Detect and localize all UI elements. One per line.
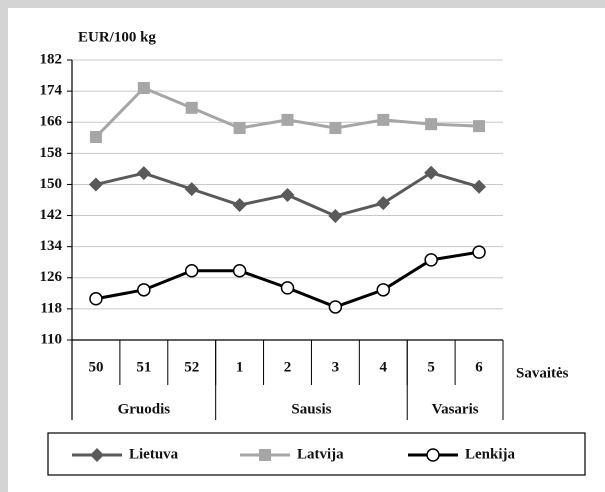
frame-left: [0, 0, 8, 492]
frame-top: [0, 0, 605, 8]
data-point: [280, 281, 295, 295]
data-point: [473, 120, 486, 133]
x-tick-label: 5: [427, 359, 435, 375]
x-tick-label: 6: [475, 359, 483, 375]
data-point: [425, 118, 438, 131]
y-axis-label: EUR/100 kg: [78, 29, 156, 45]
y-tick-label: 142: [40, 207, 63, 223]
data-point: [472, 179, 487, 194]
data-point: [89, 131, 102, 143]
x-tick-label: 4: [380, 359, 388, 375]
group-label: Gruodis: [118, 401, 171, 417]
data-point: [376, 283, 391, 297]
data-point: [424, 165, 439, 180]
legend-marker: [426, 448, 440, 462]
data-point: [184, 182, 199, 197]
legend-label: Lietuva: [129, 446, 179, 462]
data-point: [472, 245, 486, 259]
data-point: [88, 177, 103, 192]
data-point: [232, 198, 247, 213]
data-point: [281, 113, 294, 126]
y-tick-label: 182: [40, 51, 63, 67]
data-point: [328, 300, 343, 314]
data-point: [232, 264, 247, 278]
group-label: Vasaris: [432, 401, 479, 417]
data-point: [137, 283, 151, 297]
data-point: [280, 187, 295, 202]
y-tick-label: 166: [40, 114, 63, 130]
legend-label: Latvija: [297, 446, 344, 462]
x-tick-label: 1: [236, 359, 244, 375]
data-point: [376, 196, 391, 211]
data-point: [89, 292, 103, 306]
data-point: [184, 264, 199, 278]
x-tick-label: 50: [88, 359, 103, 375]
data-point: [424, 253, 438, 267]
data-point: [329, 122, 342, 135]
group-label: Sausis: [291, 401, 331, 417]
data-point: [136, 166, 151, 181]
y-tick-label: 126: [40, 269, 63, 285]
x-tick-label: 52: [184, 359, 199, 375]
y-tick-label: 174: [40, 83, 63, 99]
data-point: [233, 122, 246, 135]
legend-marker: [90, 448, 104, 462]
y-tick-label: 110: [40, 331, 62, 347]
y-tick-label: 134: [40, 238, 63, 254]
legend-box: [47, 432, 586, 476]
legend-label: Lenkija: [465, 446, 516, 462]
y-tick-label: 150: [40, 176, 63, 192]
legend-marker: [259, 449, 271, 461]
x-tick-label: 51: [136, 359, 151, 375]
x-tick-label: 2: [284, 359, 292, 375]
x-tick-label: 3: [332, 359, 340, 375]
y-tick-label: 158: [40, 145, 63, 161]
data-point: [377, 113, 390, 126]
data-point: [185, 101, 198, 114]
y-tick-label: 118: [40, 300, 62, 316]
x-axis-label: Savaitės: [516, 365, 569, 381]
data-point: [328, 208, 343, 223]
data-point: [137, 82, 150, 94]
